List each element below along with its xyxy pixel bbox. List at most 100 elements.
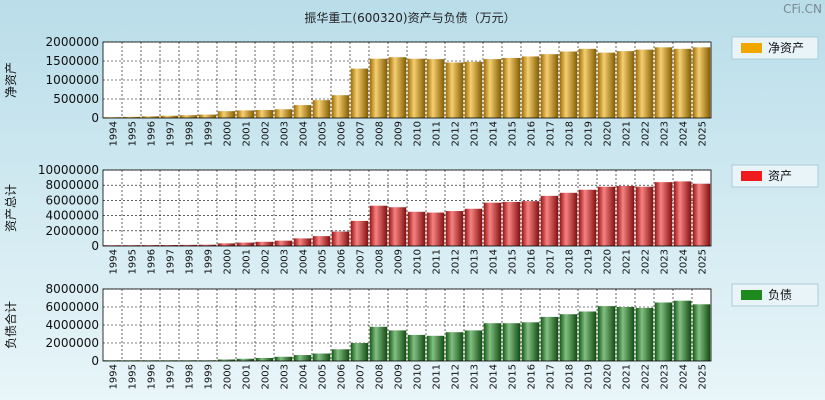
x-tick-label: 2010: [413, 364, 424, 389]
y-axis-label: 净资产: [4, 62, 18, 98]
x-tick-label: 1998: [185, 249, 196, 274]
bar-2021: [616, 51, 635, 119]
x-tick-label: 2008: [375, 249, 386, 274]
bar-2005: [312, 353, 331, 361]
x-tick-label: 1997: [166, 121, 177, 146]
bar-2018: [559, 192, 578, 246]
x-tick-label: 1995: [128, 249, 139, 274]
bar-2009: [388, 207, 407, 246]
y-tick-label: 4000000: [46, 209, 99, 223]
x-tick-label: 2002: [261, 364, 272, 389]
bar-2019: [578, 189, 597, 246]
x-tick-label: 2019: [584, 121, 595, 146]
bar-2008: [369, 326, 388, 361]
bar-2025: [692, 47, 711, 118]
x-tick-label: 2021: [622, 121, 633, 146]
x-tick-label: 2019: [584, 249, 595, 274]
x-tick-label: 2001: [242, 364, 253, 389]
bar-2000: [217, 243, 236, 246]
bar-2016: [521, 322, 540, 361]
bar-2003: [274, 109, 293, 118]
bar-2024: [673, 300, 692, 361]
bar-1997: [160, 115, 179, 118]
x-tick-label: 2000: [223, 249, 234, 274]
bar-2011: [426, 335, 445, 361]
y-axis-label: 资产总计: [4, 184, 18, 232]
bar-2005: [312, 236, 331, 246]
y-tick-label: 2000000: [46, 224, 99, 238]
x-tick-label: 2023: [660, 121, 671, 146]
x-tick-label: 1995: [128, 121, 139, 146]
bar-1998: [179, 115, 198, 118]
bar-2016: [521, 201, 540, 246]
x-tick-label: 2004: [299, 249, 310, 274]
x-tick-label: 2005: [318, 364, 329, 389]
y-tick-label: 2000000: [46, 336, 99, 350]
bar-2017: [540, 54, 559, 118]
x-tick-label: 2007: [356, 364, 367, 389]
x-tick-label: 2020: [603, 249, 614, 274]
x-tick-label: 2021: [622, 364, 633, 389]
x-tick-label: 2023: [660, 364, 671, 389]
x-tick-label: 2022: [641, 121, 652, 146]
bar-2013: [464, 61, 483, 118]
x-tick-label: 2011: [432, 249, 443, 274]
x-tick-label: 2015: [508, 364, 519, 389]
bar-2020: [597, 186, 616, 246]
x-tick-label: 1997: [166, 364, 177, 389]
x-tick-label: 2019: [584, 364, 595, 389]
x-tick-label: 2013: [470, 121, 481, 146]
bar-2014: [483, 202, 502, 246]
bar-2009: [388, 57, 407, 118]
x-tick-label: 2006: [337, 364, 348, 389]
x-tick-label: 2015: [508, 249, 519, 274]
x-tick-label: 1999: [204, 249, 215, 274]
bar-1998: [179, 244, 198, 246]
bar-2006: [331, 95, 350, 118]
y-tick-label: 6000000: [46, 193, 99, 207]
x-tick-label: 2020: [603, 121, 614, 146]
plot-border: [102, 288, 712, 362]
x-tick-label: 2022: [641, 364, 652, 389]
x-tick-label: 2018: [565, 121, 576, 146]
x-tick-label: 2009: [394, 364, 405, 389]
y-tick-label: 2000000: [46, 35, 99, 49]
x-tick-label: 1996: [147, 364, 158, 389]
y-tick-label: 0: [91, 111, 99, 125]
legend-box: [731, 283, 819, 307]
x-tick-label: 1994: [109, 121, 120, 146]
x-tick-label: 2004: [299, 364, 310, 389]
bar-2004: [293, 355, 312, 361]
x-tick-label: 2001: [242, 249, 253, 274]
y-tick-label: 10000000: [38, 163, 99, 177]
x-tick-label: 2022: [641, 249, 652, 274]
x-tick-label: 2006: [337, 121, 348, 146]
bar-2002: [255, 110, 274, 118]
x-tick-label: 1996: [147, 249, 158, 274]
bar-2022: [635, 307, 654, 361]
x-tick-label: 2013: [470, 249, 481, 274]
x-tick-label: 2008: [375, 364, 386, 389]
y-tick-label: 6000000: [46, 300, 99, 314]
bar-2025: [692, 183, 711, 246]
bar-2017: [540, 195, 559, 246]
bar-2023: [654, 302, 673, 361]
chart-title: 振华重工(600320)资产与负债（万元）: [304, 11, 515, 25]
bar-2024: [673, 181, 692, 246]
y-tick-label: 4000000: [46, 318, 99, 332]
x-tick-label: 2001: [242, 121, 253, 146]
bar-2000: [217, 111, 236, 118]
legend-label: 资产: [768, 169, 792, 183]
bar-2022: [635, 186, 654, 246]
bar-2012: [445, 211, 464, 246]
y-tick-label: 500000: [53, 92, 99, 106]
bar-2025: [692, 304, 711, 361]
bar-2007: [350, 220, 369, 246]
y-tick-label: 8000000: [46, 178, 99, 192]
bar-2010: [407, 58, 426, 118]
x-tick-label: 2017: [546, 121, 557, 146]
legend-label: 负债: [768, 288, 792, 302]
x-tick-label: 2010: [413, 249, 424, 274]
bar-2023: [654, 47, 673, 118]
bar-2008: [369, 205, 388, 246]
